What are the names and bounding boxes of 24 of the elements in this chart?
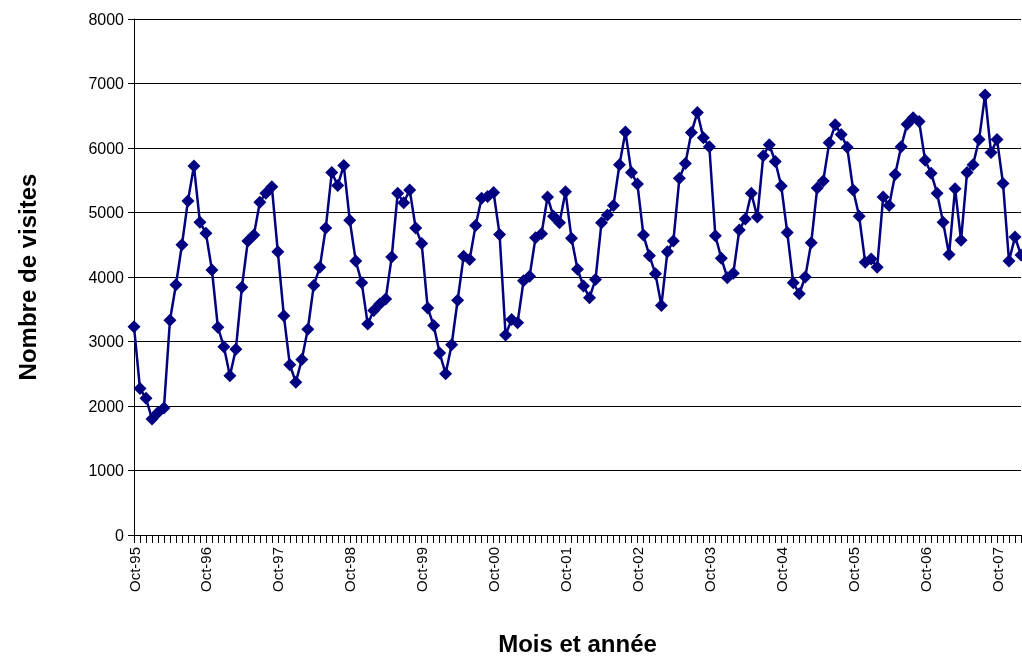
x-tick-label: Oct-99 <box>413 547 431 593</box>
x-tick-label: Oct-01 <box>557 547 575 593</box>
x-tick-label: Oct-97 <box>269 547 287 593</box>
x-tick-label: Oct-07 <box>988 547 1006 593</box>
x-tick-label: Oct-06 <box>916 547 934 593</box>
x-tick-label: Oct-00 <box>485 547 503 593</box>
x-tick-label: Oct-96 <box>197 547 215 593</box>
y-tick-label: 6000 <box>88 139 125 157</box>
y-tick-label: 0 <box>115 526 125 544</box>
y-tick-label: 4000 <box>88 268 125 286</box>
x-tick-label: Oct-05 <box>844 547 862 593</box>
y-tick-label: 2000 <box>88 397 125 415</box>
x-tick-label: Oct-04 <box>772 547 790 593</box>
x-tick-label: Oct-95 <box>125 547 143 593</box>
y-tick-label: 1000 <box>88 462 125 479</box>
y-tick-label: 3000 <box>88 333 125 350</box>
y-tick-label: 8000 <box>88 10 125 28</box>
x-axis-title: Mois et année <box>498 629 657 657</box>
y-axis-title: Nombre de visites <box>13 173 41 381</box>
x-tick-label: Oct-03 <box>700 547 718 593</box>
y-tick-label: 7000 <box>88 75 125 92</box>
x-tick-label: Oct-02 <box>628 547 646 593</box>
y-tick-label: 5000 <box>88 204 125 221</box>
x-tick-label: Oct-98 <box>341 547 359 593</box>
